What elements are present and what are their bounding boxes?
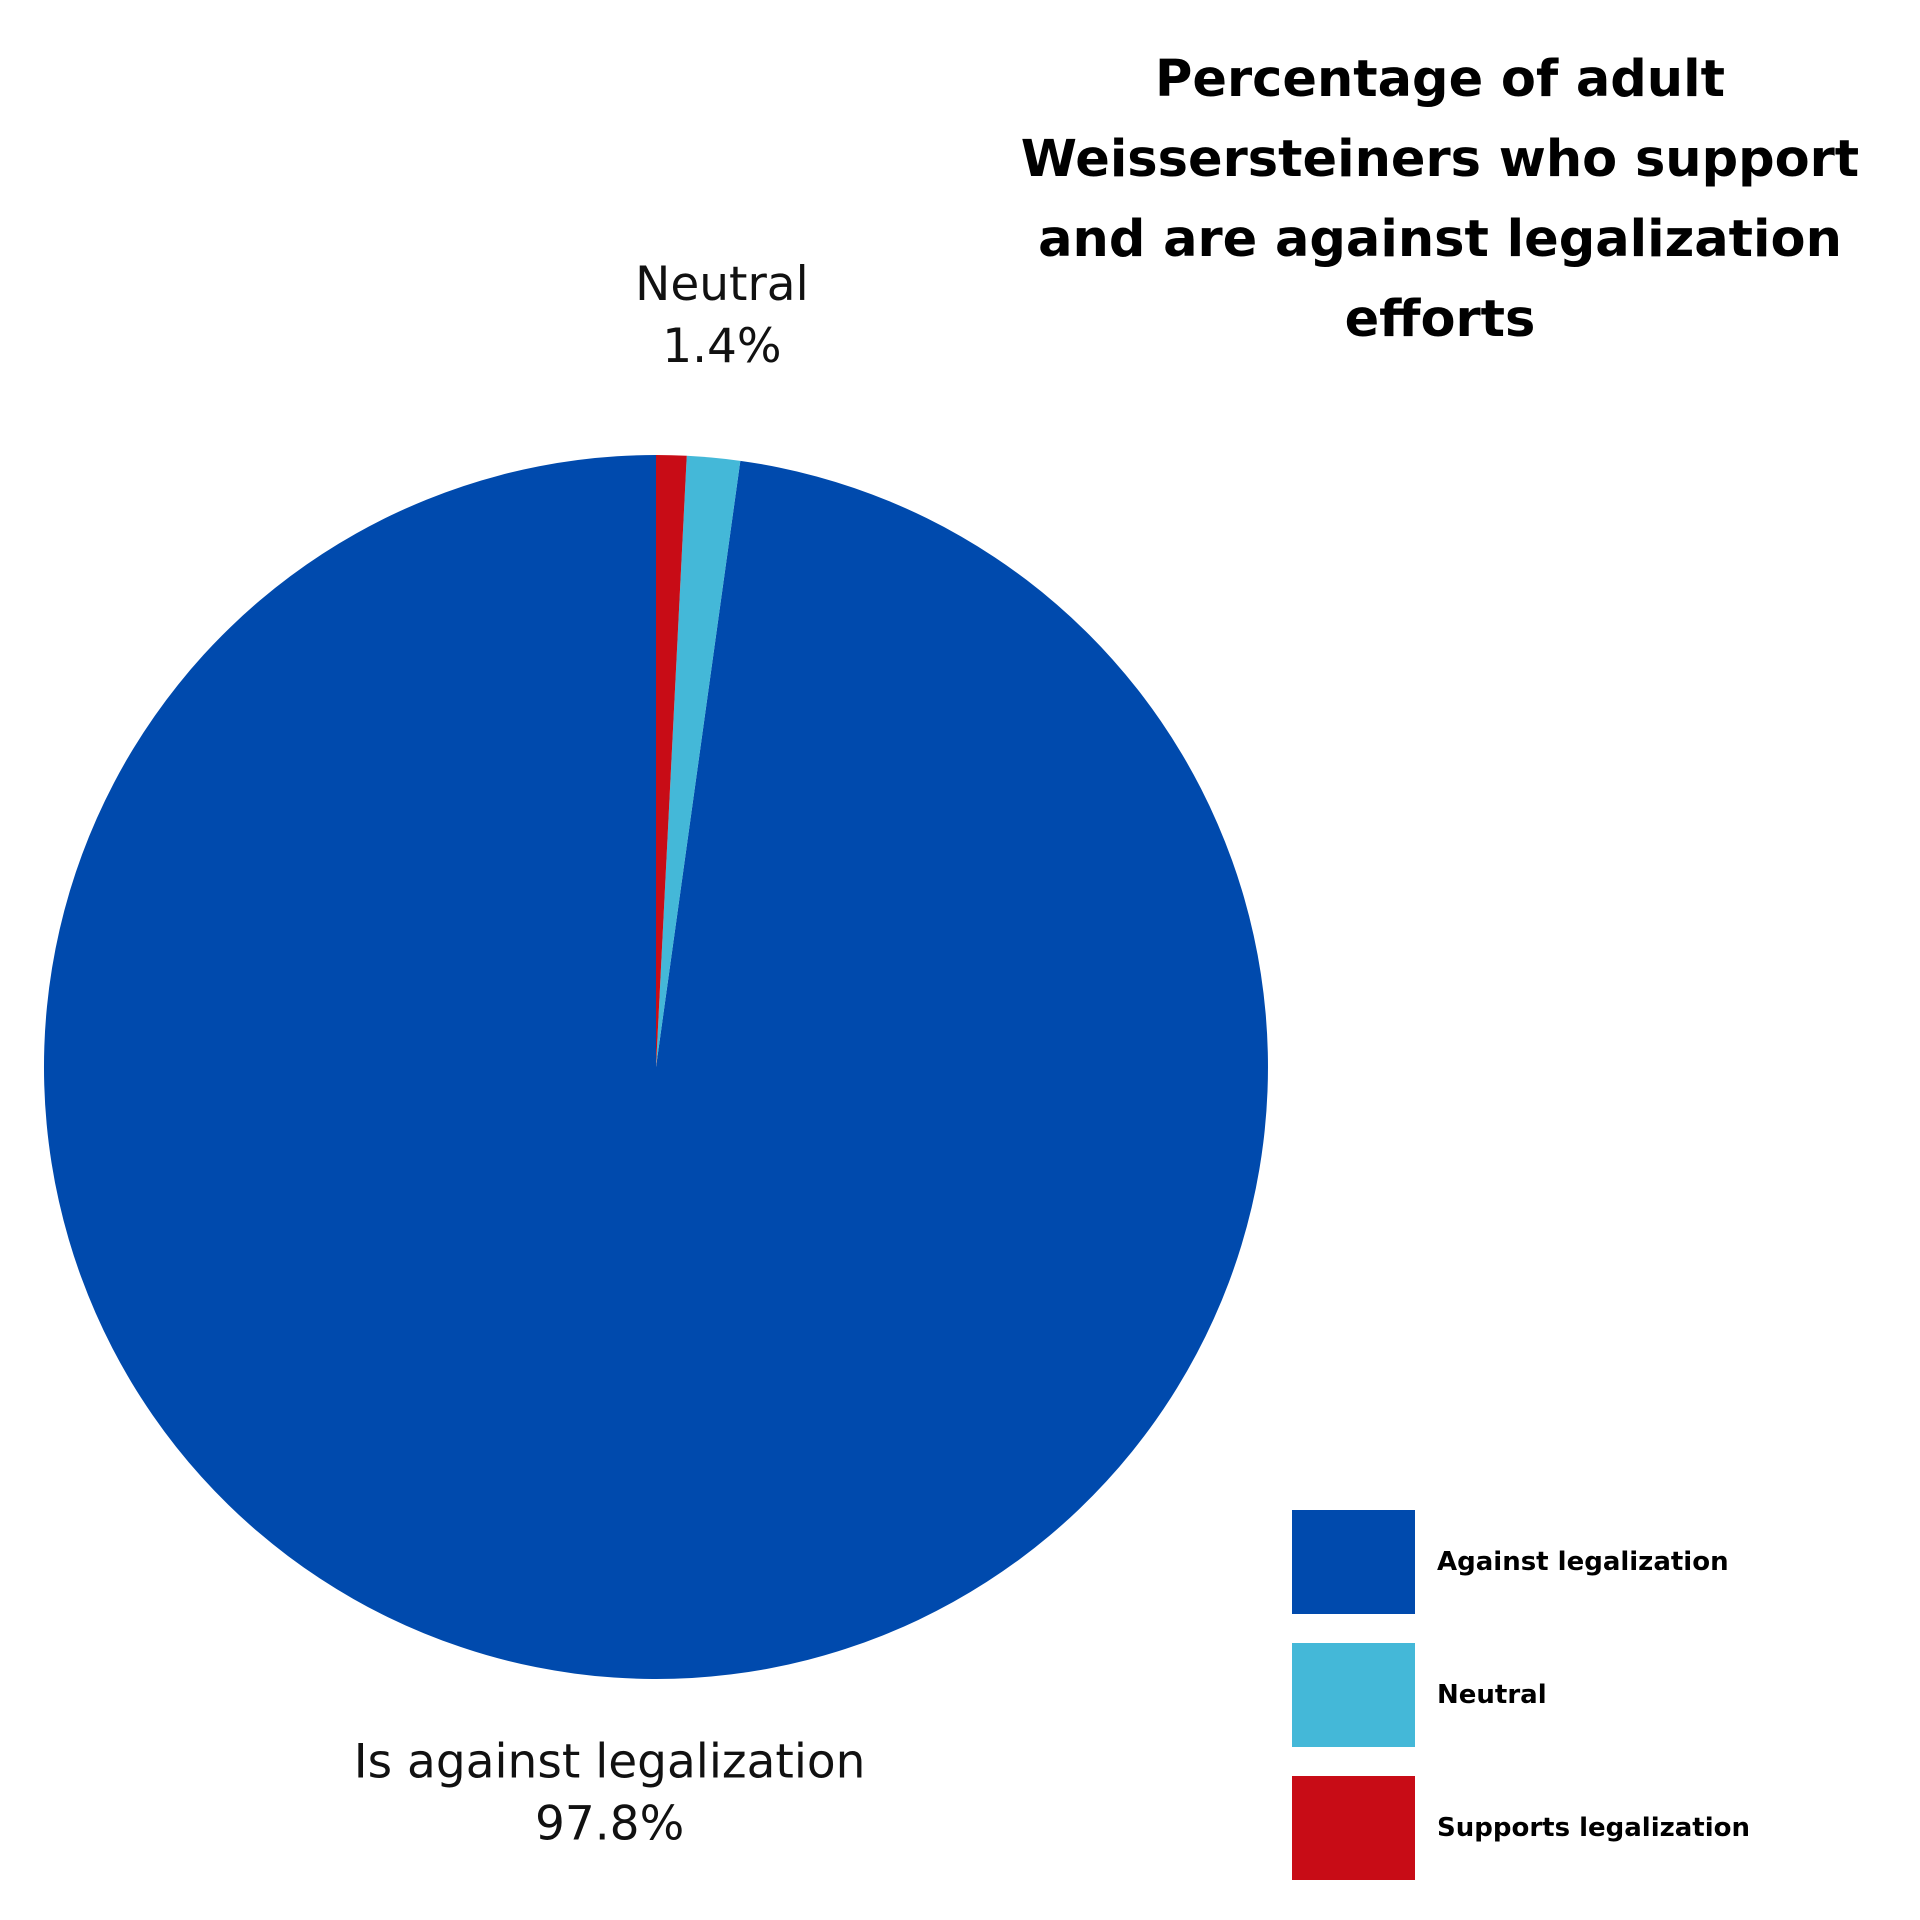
legend-label-against: Against legalization [1437,1547,1729,1577]
legend-swatch-supports [1292,1776,1415,1880]
pie-slice-neutral [656,455,741,1067]
slice-label-neutral: Neutral [635,257,808,312]
slice-label-against: Is against legalization [354,1734,866,1789]
pie-slice-against [43,455,1268,1680]
legend-item-supports: Supports legalization [1292,1776,1750,1880]
legend: Against legalization Neutral Supports le… [1292,1510,1750,1909]
legend-label-neutral: Neutral [1437,1680,1547,1710]
legend-swatch-neutral [1292,1643,1415,1747]
legend-item-against: Against legalization [1292,1510,1750,1614]
pie-slice-supports [656,455,687,1067]
legend-item-neutral: Neutral [1292,1643,1750,1747]
chart-title: Percentage of adult Weissersteiners who … [1020,50,1860,349]
legend-swatch-against [1292,1510,1415,1614]
slice-value-against: 97.8% [535,1796,684,1851]
legend-label-supports: Supports legalization [1437,1813,1751,1843]
slice-value-neutral: 1.4% [662,319,781,374]
